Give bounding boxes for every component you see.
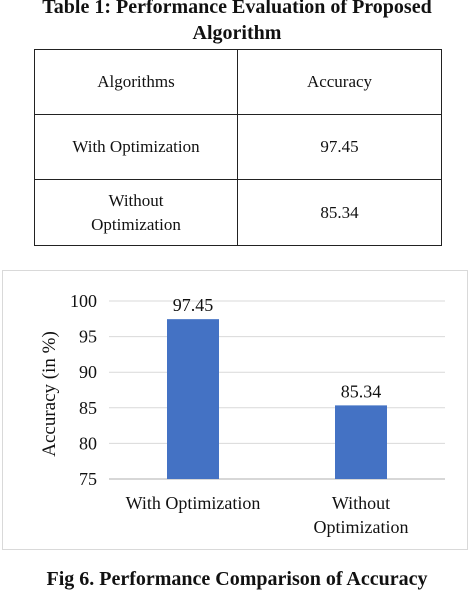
results-table: Algorithms Accuracy With Optimization 97… bbox=[34, 49, 442, 246]
accuracy-bar-chart: 75 80 85 90 95 100 97.45 With Optimization 85.34… bbox=[39, 291, 445, 537]
table-row: With Optimization 97.45 bbox=[34, 114, 442, 180]
table-header-row: Algorithms Accuracy bbox=[34, 49, 442, 115]
chart-frame: 75 80 85 90 95 100 97.45 With Optimization 85.34… bbox=[2, 270, 468, 550]
y-tick-label: 95 bbox=[79, 327, 97, 347]
row-2-algorithm-line2: Optimization bbox=[91, 214, 181, 234]
y-tick-label: 75 bbox=[79, 469, 97, 489]
data-label-1: 97.45 bbox=[173, 295, 214, 315]
row-1-algorithm-line1: With Optimization bbox=[72, 137, 200, 156]
row-1-algorithm: With Optimization bbox=[34, 114, 238, 180]
row-2-accuracy: 85.34 bbox=[237, 179, 442, 246]
bar-1 bbox=[167, 319, 219, 479]
y-axis-label: Accuracy (in %) bbox=[39, 331, 60, 457]
header-accuracy: Accuracy bbox=[237, 49, 442, 115]
x-tick-label: Without bbox=[332, 493, 390, 513]
header-algorithms: Algorithms bbox=[34, 49, 238, 115]
row-2-algorithm: Without Optimization bbox=[34, 179, 238, 246]
y-tick-label: 80 bbox=[79, 433, 97, 453]
y-tick-label: 100 bbox=[70, 291, 97, 311]
x-tick-label: Optimization bbox=[314, 517, 409, 537]
row-2-algorithm-line1: Without bbox=[108, 190, 164, 210]
table-row: Without Optimization 85.34 bbox=[34, 179, 442, 246]
figure-caption: Fig 6. Performance Comparison of Accurac… bbox=[46, 568, 428, 590]
y-tick-label: 90 bbox=[79, 362, 97, 382]
x-tick-label: With Optimization bbox=[126, 493, 261, 513]
row-1-accuracy: 97.45 bbox=[237, 114, 442, 180]
table-title-line2: Algorithm bbox=[192, 22, 282, 44]
y-tick-label: 85 bbox=[79, 398, 97, 418]
table-title-line1: Table 1: Performance Evaluation of Propo… bbox=[42, 0, 432, 18]
bar-2 bbox=[335, 405, 387, 479]
table-title: Table 1: Performance Evaluation of Propo… bbox=[0, 0, 474, 46]
data-label-2: 85.34 bbox=[341, 381, 382, 401]
